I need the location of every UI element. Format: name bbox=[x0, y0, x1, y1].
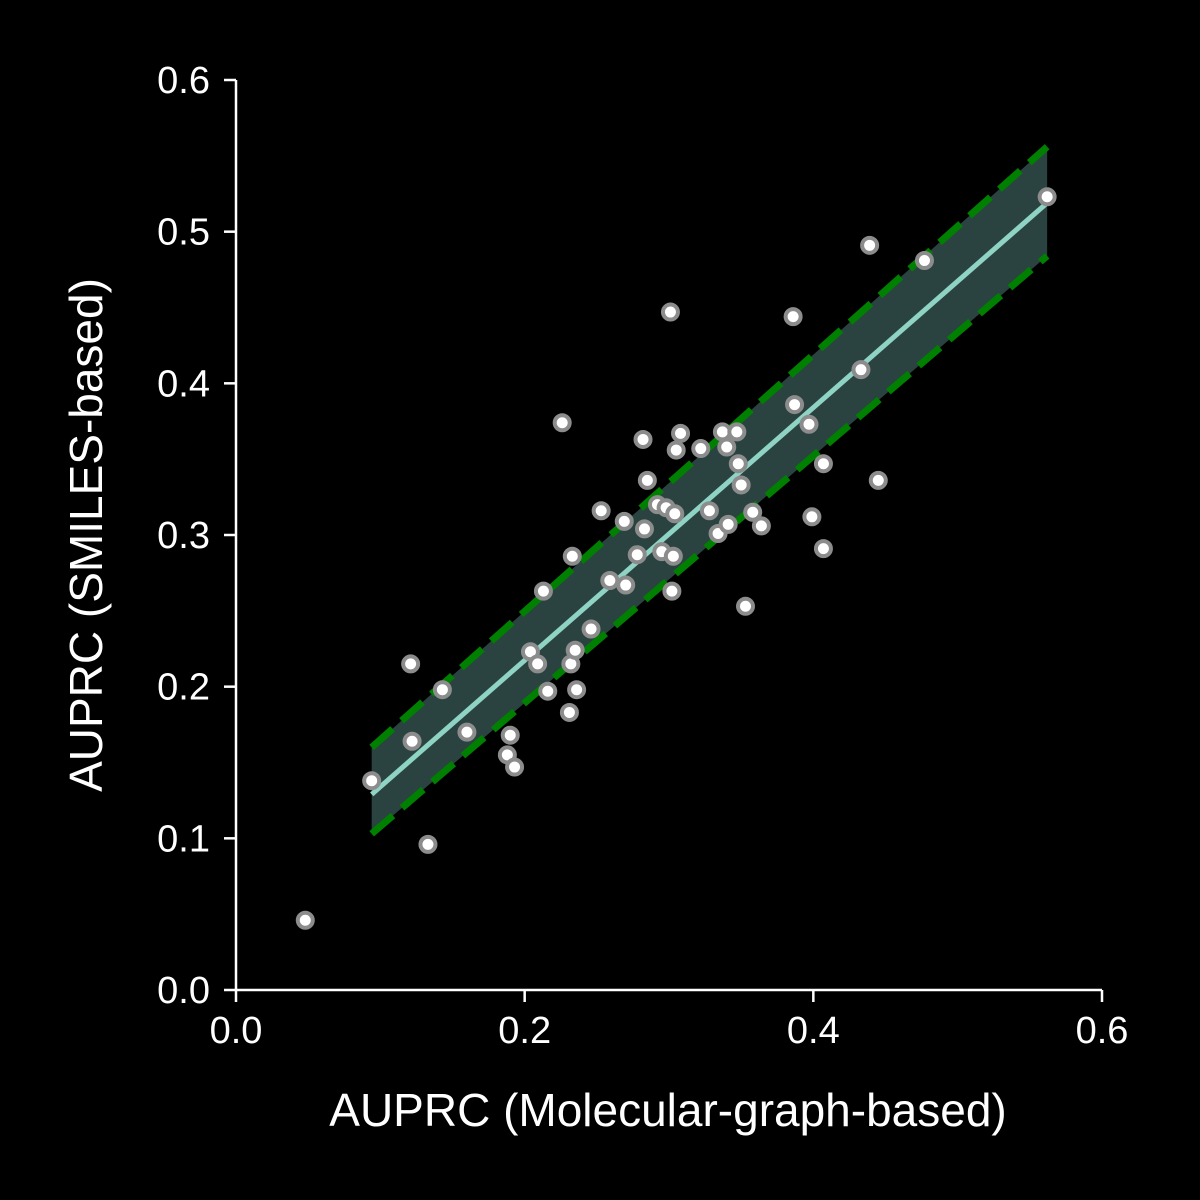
data-point bbox=[295, 910, 315, 930]
data-point bbox=[718, 514, 738, 534]
y-tick-label: 0.1 bbox=[157, 818, 210, 860]
data-point bbox=[533, 581, 553, 601]
data-point bbox=[401, 654, 421, 674]
data-point bbox=[432, 680, 452, 700]
data-point bbox=[728, 454, 748, 474]
x-tick-label: 0.2 bbox=[498, 1010, 551, 1052]
data-point bbox=[500, 725, 520, 745]
data-point bbox=[362, 771, 382, 791]
data-point bbox=[616, 575, 636, 595]
data-point bbox=[751, 516, 771, 536]
data-point bbox=[528, 654, 548, 674]
data-point bbox=[660, 302, 680, 322]
data-point bbox=[691, 439, 711, 459]
data-point bbox=[591, 501, 611, 521]
data-point bbox=[634, 519, 654, 539]
data-point bbox=[567, 680, 587, 700]
data-point bbox=[562, 546, 582, 566]
data-point bbox=[1037, 187, 1057, 207]
x-axis-title: AUPRC (Molecular-graph-based) bbox=[329, 1084, 1006, 1136]
data-point bbox=[860, 235, 880, 255]
x-tick-label: 0.0 bbox=[210, 1010, 263, 1052]
y-tick-label: 0.2 bbox=[157, 667, 210, 709]
ci-lower-line bbox=[369, 253, 1050, 837]
data-point bbox=[666, 440, 686, 460]
data-point bbox=[565, 640, 585, 660]
data-point bbox=[402, 731, 422, 751]
data-point bbox=[783, 307, 803, 327]
data-point bbox=[802, 507, 822, 527]
y-tick-label: 0.6 bbox=[157, 60, 210, 102]
data-point bbox=[457, 722, 477, 742]
y-tick-label: 0.5 bbox=[157, 212, 210, 254]
data-point bbox=[559, 702, 579, 722]
data-point bbox=[868, 470, 888, 490]
data-point bbox=[665, 504, 685, 524]
y-tick-label: 0.4 bbox=[157, 363, 210, 405]
data-point bbox=[614, 511, 634, 531]
data-point bbox=[785, 395, 805, 415]
data-point bbox=[813, 539, 833, 559]
x-tick-label: 0.4 bbox=[787, 1010, 840, 1052]
data-point bbox=[914, 250, 934, 270]
x-tick-label: 0.6 bbox=[1076, 1010, 1129, 1052]
data-point bbox=[581, 619, 601, 639]
data-point bbox=[633, 429, 653, 449]
data-point bbox=[637, 470, 657, 490]
data-point bbox=[671, 423, 691, 443]
y-tick-label: 0.0 bbox=[157, 970, 210, 1012]
axes: 0.0 0.2 0.4 0.6 0.0 0.1 0.2 0.3 0.4 0.5 0.6 bbox=[157, 60, 1128, 1052]
data-point bbox=[813, 454, 833, 474]
data-point bbox=[727, 422, 747, 442]
plot-area bbox=[295, 144, 1057, 930]
regression-line bbox=[370, 200, 1049, 797]
data-point bbox=[552, 413, 572, 433]
data-point bbox=[735, 596, 755, 616]
data-point bbox=[627, 545, 647, 565]
data-point bbox=[538, 681, 558, 701]
data-point bbox=[418, 834, 438, 854]
data-point bbox=[663, 546, 683, 566]
data-point bbox=[600, 571, 620, 590]
data-point bbox=[731, 475, 751, 495]
data-point bbox=[505, 757, 525, 777]
data-point bbox=[799, 414, 819, 434]
y-tick-label: 0.3 bbox=[157, 515, 210, 557]
data-point bbox=[851, 360, 871, 380]
data-point bbox=[743, 502, 763, 522]
data-point bbox=[699, 501, 719, 521]
data-point bbox=[662, 581, 682, 601]
y-axis-title: AUPRC (SMILES-based) bbox=[60, 278, 112, 792]
data-point bbox=[717, 437, 737, 457]
